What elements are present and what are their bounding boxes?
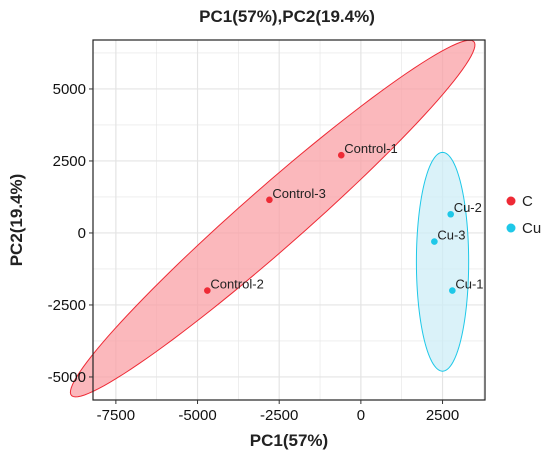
x-tick-label: 0 — [357, 407, 365, 424]
x-tick-label: -2500 — [260, 407, 298, 424]
point-control-1 — [337, 151, 345, 159]
legend-label: Cu — [522, 220, 541, 237]
y-tick-label: -5000 — [48, 369, 86, 386]
x-tick-label: 2500 — [426, 407, 459, 424]
x-axis-ticks: -7500 -5000 -2500 0 2500 — [97, 400, 459, 424]
x-axis-label: PC1(57%) — [250, 431, 328, 450]
point-label: Cu-3 — [437, 228, 465, 243]
point-label: Control-2 — [210, 277, 263, 292]
legend-swatch-cu — [506, 223, 516, 233]
y-tick-label: -2500 — [48, 297, 86, 314]
point-control-3 — [266, 196, 273, 204]
point-label: Control-1 — [344, 141, 397, 156]
y-tick-label: 0 — [78, 225, 86, 242]
y-tick-label: 2500 — [53, 153, 86, 170]
point-cu-3 — [431, 238, 438, 245]
data-points: Control-1 Control-3 Control-2 Cu-2 Cu-3 Cu-1 — [204, 141, 484, 294]
plot-panel: Control-1 Control-3 Control-2 Cu-2 Cu-3 Cu-1 — [69, 39, 486, 401]
point-cu-2 — [447, 210, 455, 218]
ellipse-cu — [415, 151, 470, 372]
x-tick-label: -5000 — [178, 407, 216, 424]
legend-swatch-c — [506, 196, 516, 206]
legend: C Cu — [506, 193, 541, 237]
plot-border — [92, 39, 486, 401]
legend-label: C — [522, 193, 533, 210]
point-cu-1 — [449, 287, 456, 294]
ellipse-c — [69, 39, 476, 398]
x-tick-label: -7500 — [97, 407, 135, 424]
chart-title: PC1(57%),PC2(19.4%) — [199, 7, 375, 26]
point-label: Control-3 — [272, 186, 325, 201]
confidence-ellipses — [69, 39, 476, 398]
y-tick-label: 5000 — [53, 81, 86, 98]
point-label: Cu-2 — [454, 200, 482, 215]
y-axis-label: PC2(19.4%) — [7, 174, 26, 267]
point-label: Cu-1 — [455, 277, 483, 292]
y-axis-ticks: -5000 -2500 0 2500 5000 — [48, 81, 93, 386]
point-control-2 — [204, 287, 211, 294]
